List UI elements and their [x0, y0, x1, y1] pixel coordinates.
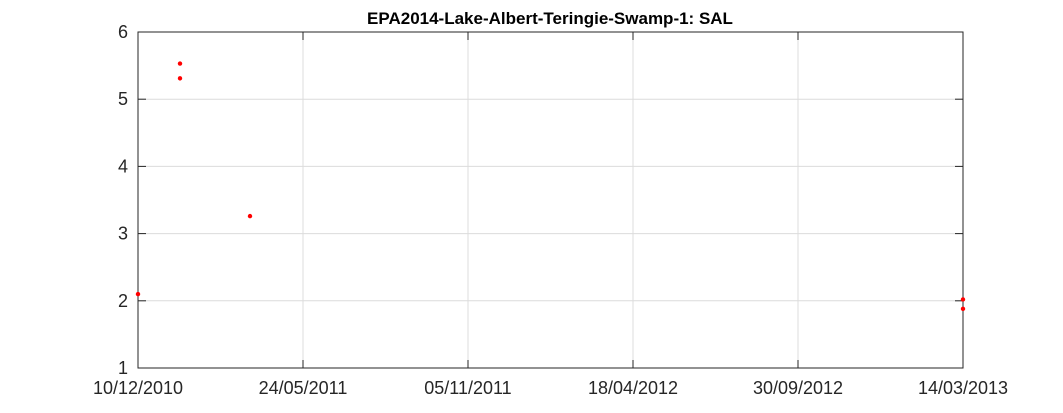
y-tick-label: 3 — [118, 224, 128, 244]
data-point — [135, 291, 141, 297]
y-tick-label: 2 — [118, 291, 128, 311]
x-tick-label: 18/04/2012 — [588, 378, 678, 398]
data-point — [960, 297, 966, 302]
x-tick-label: 24/05/2011 — [259, 378, 348, 398]
x-tick-label: 30/09/2012 — [753, 378, 843, 398]
y-tick-label: 4 — [118, 156, 128, 176]
data-point — [247, 213, 253, 219]
x-tick-label: 14/03/2013 — [918, 378, 1008, 398]
data-point — [177, 61, 183, 66]
y-tick-label: 6 — [118, 22, 128, 42]
data-point — [960, 306, 966, 312]
grid-lines — [137, 31, 964, 369]
data-points — [135, 61, 966, 312]
y-tick-label: 5 — [118, 89, 128, 109]
x-tick-label: 10/12/2010 — [93, 378, 183, 398]
axis-ticks — [137, 31, 964, 369]
x-tick-label: 05/11/2011 — [424, 378, 511, 398]
plot-frame — [137, 31, 964, 369]
y-tick-label: 1 — [118, 358, 128, 378]
tick-labels: 10/12/2010 24/05/2011 05/11/2011 18/04/2012… — [93, 22, 1008, 398]
data-point — [177, 76, 183, 81]
chart-title: EPA2014-Lake-Albert-Teringie-Swamp-1: SA… — [367, 9, 733, 28]
